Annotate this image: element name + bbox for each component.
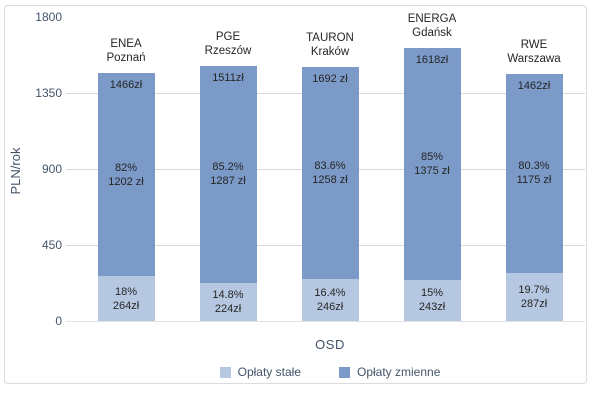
- y-tick-label-0: 0: [55, 314, 62, 328]
- bar-segment-variable: [199, 65, 257, 284]
- bar-segment-fixed: [301, 279, 359, 321]
- y-tick-label-900: 900: [41, 162, 62, 176]
- fixed-segment-label: 15% 243zł: [418, 287, 446, 314]
- variable-segment-label: 83.6% 1258 zł: [312, 160, 348, 187]
- legend-swatch-icon: [339, 366, 350, 378]
- bar-segment-variable: [301, 66, 359, 280]
- bar-total-label: 1511zł: [212, 71, 244, 84]
- category-label: ENEA Poznań: [106, 38, 146, 65]
- bar-segment-fixed: [97, 276, 155, 321]
- bar-segment-variable: [505, 74, 563, 273]
- y-tick-label-450: 450: [41, 238, 62, 252]
- legend-label: Opłaty zmienne: [357, 365, 441, 379]
- legend-entry-1: Opłaty zmienne: [339, 365, 440, 379]
- bar-segment-fixed: [199, 283, 257, 321]
- bar-segment-variable: [97, 73, 155, 277]
- legend: Opłaty stałe Opłaty zmienne: [75, 364, 585, 380]
- fixed-segment-label: 19.7% 287zł: [518, 283, 550, 310]
- fixed-segment-label: 18% 264zł: [112, 285, 140, 312]
- bar-total-label: 1466zł: [109, 79, 143, 92]
- category-label: PGE Rzeszów: [204, 30, 252, 57]
- fixed-segment-label: 16.4% 246zł: [314, 287, 346, 314]
- legend-entry-0: Opłaty stałe: [219, 365, 301, 379]
- variable-segment-label: 80.3% 1175 zł: [516, 160, 552, 187]
- category-label: TAURON Kraków: [306, 31, 354, 58]
- legend-swatch-icon: [219, 366, 231, 378]
- bar-total-label: 1692 zł: [312, 72, 348, 85]
- bar-total-label: 1462zł: [517, 80, 551, 93]
- variable-segment-label: 85.2% 1287 zł: [210, 161, 246, 188]
- fixed-segment-label: 14.8% 224zł: [212, 289, 244, 316]
- variable-segment-label: 82% 1202 zł: [108, 161, 144, 188]
- category-label: RWE Warszawa: [507, 39, 561, 66]
- bar-total-label: 1618zł: [415, 53, 449, 66]
- axis-baseline: [66, 321, 585, 322]
- category-label: ENERGA Gdańsk: [407, 12, 457, 39]
- y-tick-label-1800: 1800: [35, 10, 62, 24]
- bar-segment-fixed: [505, 272, 563, 321]
- variable-segment-label: 85% 1375 zł: [414, 150, 450, 177]
- y-tick-label-1350: 1350: [35, 86, 62, 100]
- bar-segment-variable: [403, 47, 461, 280]
- x-axis-title: OSD: [315, 337, 345, 352]
- bar-segment-fixed: [403, 279, 461, 321]
- legend-label: Opłaty stałe: [237, 365, 301, 379]
